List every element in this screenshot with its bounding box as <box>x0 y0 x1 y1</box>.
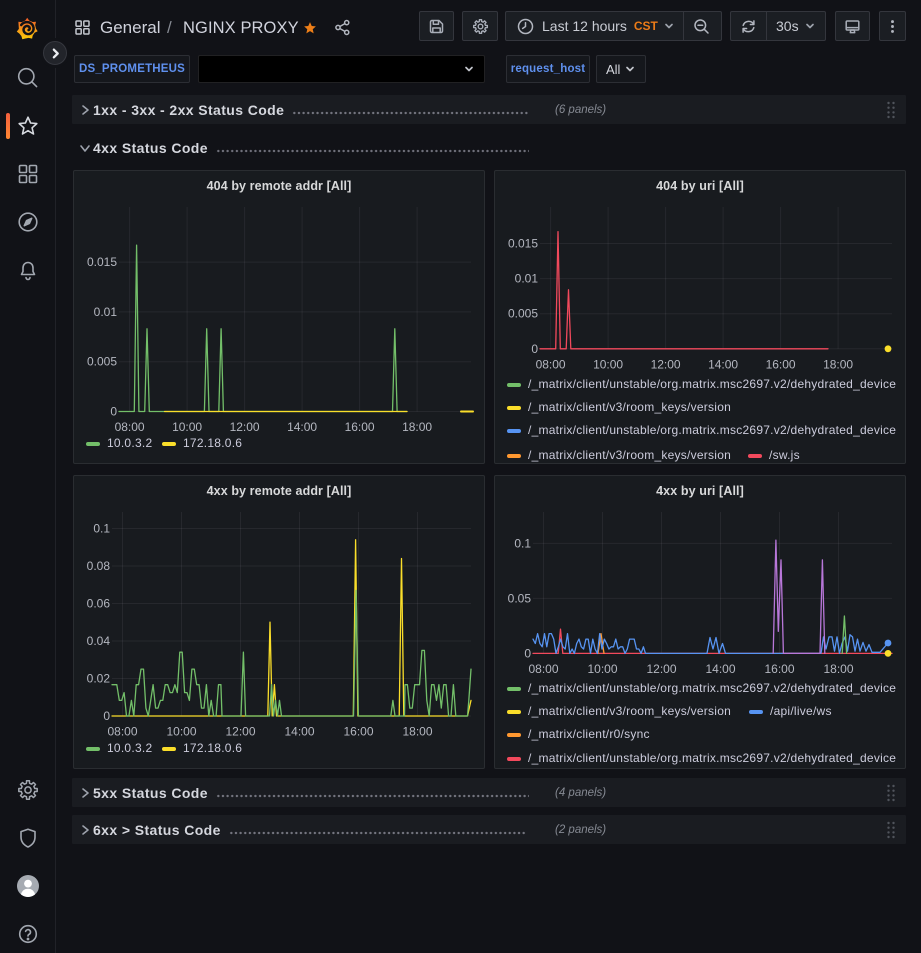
svg-text:0: 0 <box>524 646 531 660</box>
svg-text:18:00: 18:00 <box>823 358 853 372</box>
svg-text:10:00: 10:00 <box>587 662 617 676</box>
svg-text:12:00: 12:00 <box>230 420 260 434</box>
svg-text:0.08: 0.08 <box>87 559 111 573</box>
svg-text:08:00: 08:00 <box>107 725 137 739</box>
svg-text:18:00: 18:00 <box>402 420 432 434</box>
svg-text:0.01: 0.01 <box>515 272 539 286</box>
svg-text:18:00: 18:00 <box>402 725 432 739</box>
svg-text:0: 0 <box>103 709 110 723</box>
svg-text:08:00: 08:00 <box>528 662 558 676</box>
svg-text:16:00: 16:00 <box>343 725 373 739</box>
svg-text:0: 0 <box>110 405 117 419</box>
svg-text:0.005: 0.005 <box>87 355 117 369</box>
svg-text:14:00: 14:00 <box>705 662 735 676</box>
svg-text:14:00: 14:00 <box>284 725 314 739</box>
svg-text:08:00: 08:00 <box>115 420 145 434</box>
svg-text:0.04: 0.04 <box>87 634 111 648</box>
svg-text:0.02: 0.02 <box>87 672 111 686</box>
svg-text:14:00: 14:00 <box>287 420 317 434</box>
svg-text:0.005: 0.005 <box>508 307 538 321</box>
svg-text:12:00: 12:00 <box>646 662 676 676</box>
svg-text:14:00: 14:00 <box>708 358 738 372</box>
svg-text:0.05: 0.05 <box>508 591 532 605</box>
svg-text:16:00: 16:00 <box>345 420 375 434</box>
svg-text:0.06: 0.06 <box>87 597 111 611</box>
svg-text:0.01: 0.01 <box>94 305 118 319</box>
svg-text:0: 0 <box>531 342 538 356</box>
svg-text:0.015: 0.015 <box>87 255 117 269</box>
svg-text:12:00: 12:00 <box>225 725 255 739</box>
svg-text:12:00: 12:00 <box>651 358 681 372</box>
svg-text:0.1: 0.1 <box>93 522 110 536</box>
svg-text:10:00: 10:00 <box>166 725 196 739</box>
svg-text:0.1: 0.1 <box>514 536 531 550</box>
svg-text:16:00: 16:00 <box>766 358 796 372</box>
svg-text:0.015: 0.015 <box>508 237 538 251</box>
svg-text:18:00: 18:00 <box>823 662 853 676</box>
svg-text:10:00: 10:00 <box>593 358 623 372</box>
svg-text:16:00: 16:00 <box>764 662 794 676</box>
svg-text:08:00: 08:00 <box>536 358 566 372</box>
svg-text:10:00: 10:00 <box>172 420 202 434</box>
